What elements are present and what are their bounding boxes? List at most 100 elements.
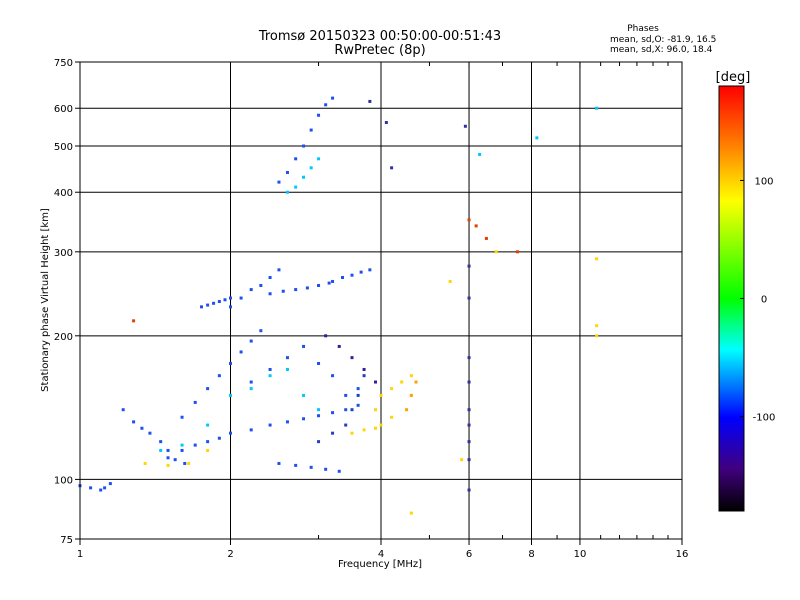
x-tick-label: 4 xyxy=(378,549,384,560)
data-point xyxy=(187,461,191,465)
data-point xyxy=(206,440,210,444)
data-point xyxy=(212,301,216,305)
data-point xyxy=(409,374,413,378)
data-point xyxy=(467,218,471,222)
data-point xyxy=(166,456,170,460)
data-point xyxy=(390,415,394,419)
data-point xyxy=(309,166,313,170)
data-point xyxy=(249,339,253,343)
data-point xyxy=(302,417,306,421)
data-point xyxy=(317,440,321,444)
data-point xyxy=(268,423,272,427)
data-point xyxy=(166,448,170,452)
data-point xyxy=(356,403,360,407)
data-point xyxy=(294,185,298,189)
data-point xyxy=(239,296,243,300)
data-point xyxy=(229,393,232,397)
data-point xyxy=(331,374,335,378)
data-point xyxy=(356,393,360,397)
data-point xyxy=(344,408,348,412)
data-point xyxy=(166,463,170,467)
y-tick-label: 400 xyxy=(54,188,73,199)
data-point xyxy=(132,319,136,323)
data-point xyxy=(467,380,471,384)
data-point xyxy=(259,283,263,287)
data-point xyxy=(400,380,404,384)
data-point xyxy=(374,380,378,384)
y-axis-label: Stationary phase Virtual Height [km] xyxy=(40,208,51,392)
data-point xyxy=(229,431,232,435)
data-point xyxy=(331,431,335,435)
data-point xyxy=(324,103,328,107)
data-point xyxy=(99,488,103,492)
data-point xyxy=(140,426,144,430)
data-point xyxy=(206,423,210,427)
data-point xyxy=(379,423,383,427)
data-point xyxy=(467,408,471,412)
y-tick-label: 200 xyxy=(54,332,73,343)
data-point xyxy=(249,380,253,384)
data-point xyxy=(467,423,471,427)
data-point xyxy=(463,124,467,128)
data-point xyxy=(384,121,388,125)
data-point xyxy=(206,448,210,452)
data-point xyxy=(317,414,321,418)
data-point xyxy=(249,288,253,292)
data-point xyxy=(132,420,136,424)
data-point xyxy=(515,250,519,254)
data-point xyxy=(285,420,289,424)
stats-x-mode: mean, sd,X: 96.0, 18.4 xyxy=(610,45,713,55)
data-point xyxy=(317,113,321,117)
data-point xyxy=(89,486,93,490)
data-point xyxy=(217,300,221,304)
data-point xyxy=(390,387,394,391)
colorbar-ticks: 100 0 -100 xyxy=(740,176,776,424)
data-point xyxy=(285,170,289,174)
data-point xyxy=(193,443,197,447)
grid-lines xyxy=(80,62,682,539)
data-point xyxy=(331,279,335,283)
data-point xyxy=(474,224,478,228)
data-point xyxy=(302,393,306,397)
y-tick-label: 500 xyxy=(54,142,73,153)
y-axis: 75 100 200 300 400 500 600 750 xyxy=(54,58,80,546)
data-point xyxy=(268,374,272,378)
y-tick-label: 750 xyxy=(54,58,73,69)
data-point xyxy=(302,175,306,179)
data-point xyxy=(350,431,354,435)
stats-heading: Phases xyxy=(627,24,659,34)
data-point xyxy=(217,374,221,378)
data-point xyxy=(103,486,107,490)
data-point xyxy=(324,467,328,471)
data-point xyxy=(331,411,335,415)
data-point xyxy=(173,458,177,462)
data-point xyxy=(595,257,599,261)
data-point xyxy=(268,367,272,371)
data-point xyxy=(535,136,539,140)
data-point xyxy=(359,270,363,274)
colorbar-tick-label: 0 xyxy=(761,295,767,306)
data-point xyxy=(277,461,281,465)
data-point xyxy=(595,106,599,110)
data-point xyxy=(180,443,184,447)
data-point xyxy=(180,448,184,452)
data-point xyxy=(229,361,232,365)
data-point xyxy=(324,334,328,338)
colorbar-tick-label: -100 xyxy=(753,413,776,424)
data-point xyxy=(374,408,378,412)
data-point xyxy=(180,415,184,419)
data-point xyxy=(277,268,281,272)
data-point xyxy=(249,387,253,391)
data-point xyxy=(467,296,471,300)
data-point xyxy=(337,469,341,473)
chart-subtitle: RwPretec (8p) xyxy=(334,43,425,58)
data-point xyxy=(478,152,482,156)
data-point xyxy=(344,423,348,427)
data-point xyxy=(223,298,227,302)
y-tick-label: 100 xyxy=(54,475,73,486)
x-axis-label: Frequency [MHz] xyxy=(338,559,422,570)
data-point xyxy=(356,387,360,391)
data-point xyxy=(309,128,313,132)
data-point xyxy=(467,458,471,462)
